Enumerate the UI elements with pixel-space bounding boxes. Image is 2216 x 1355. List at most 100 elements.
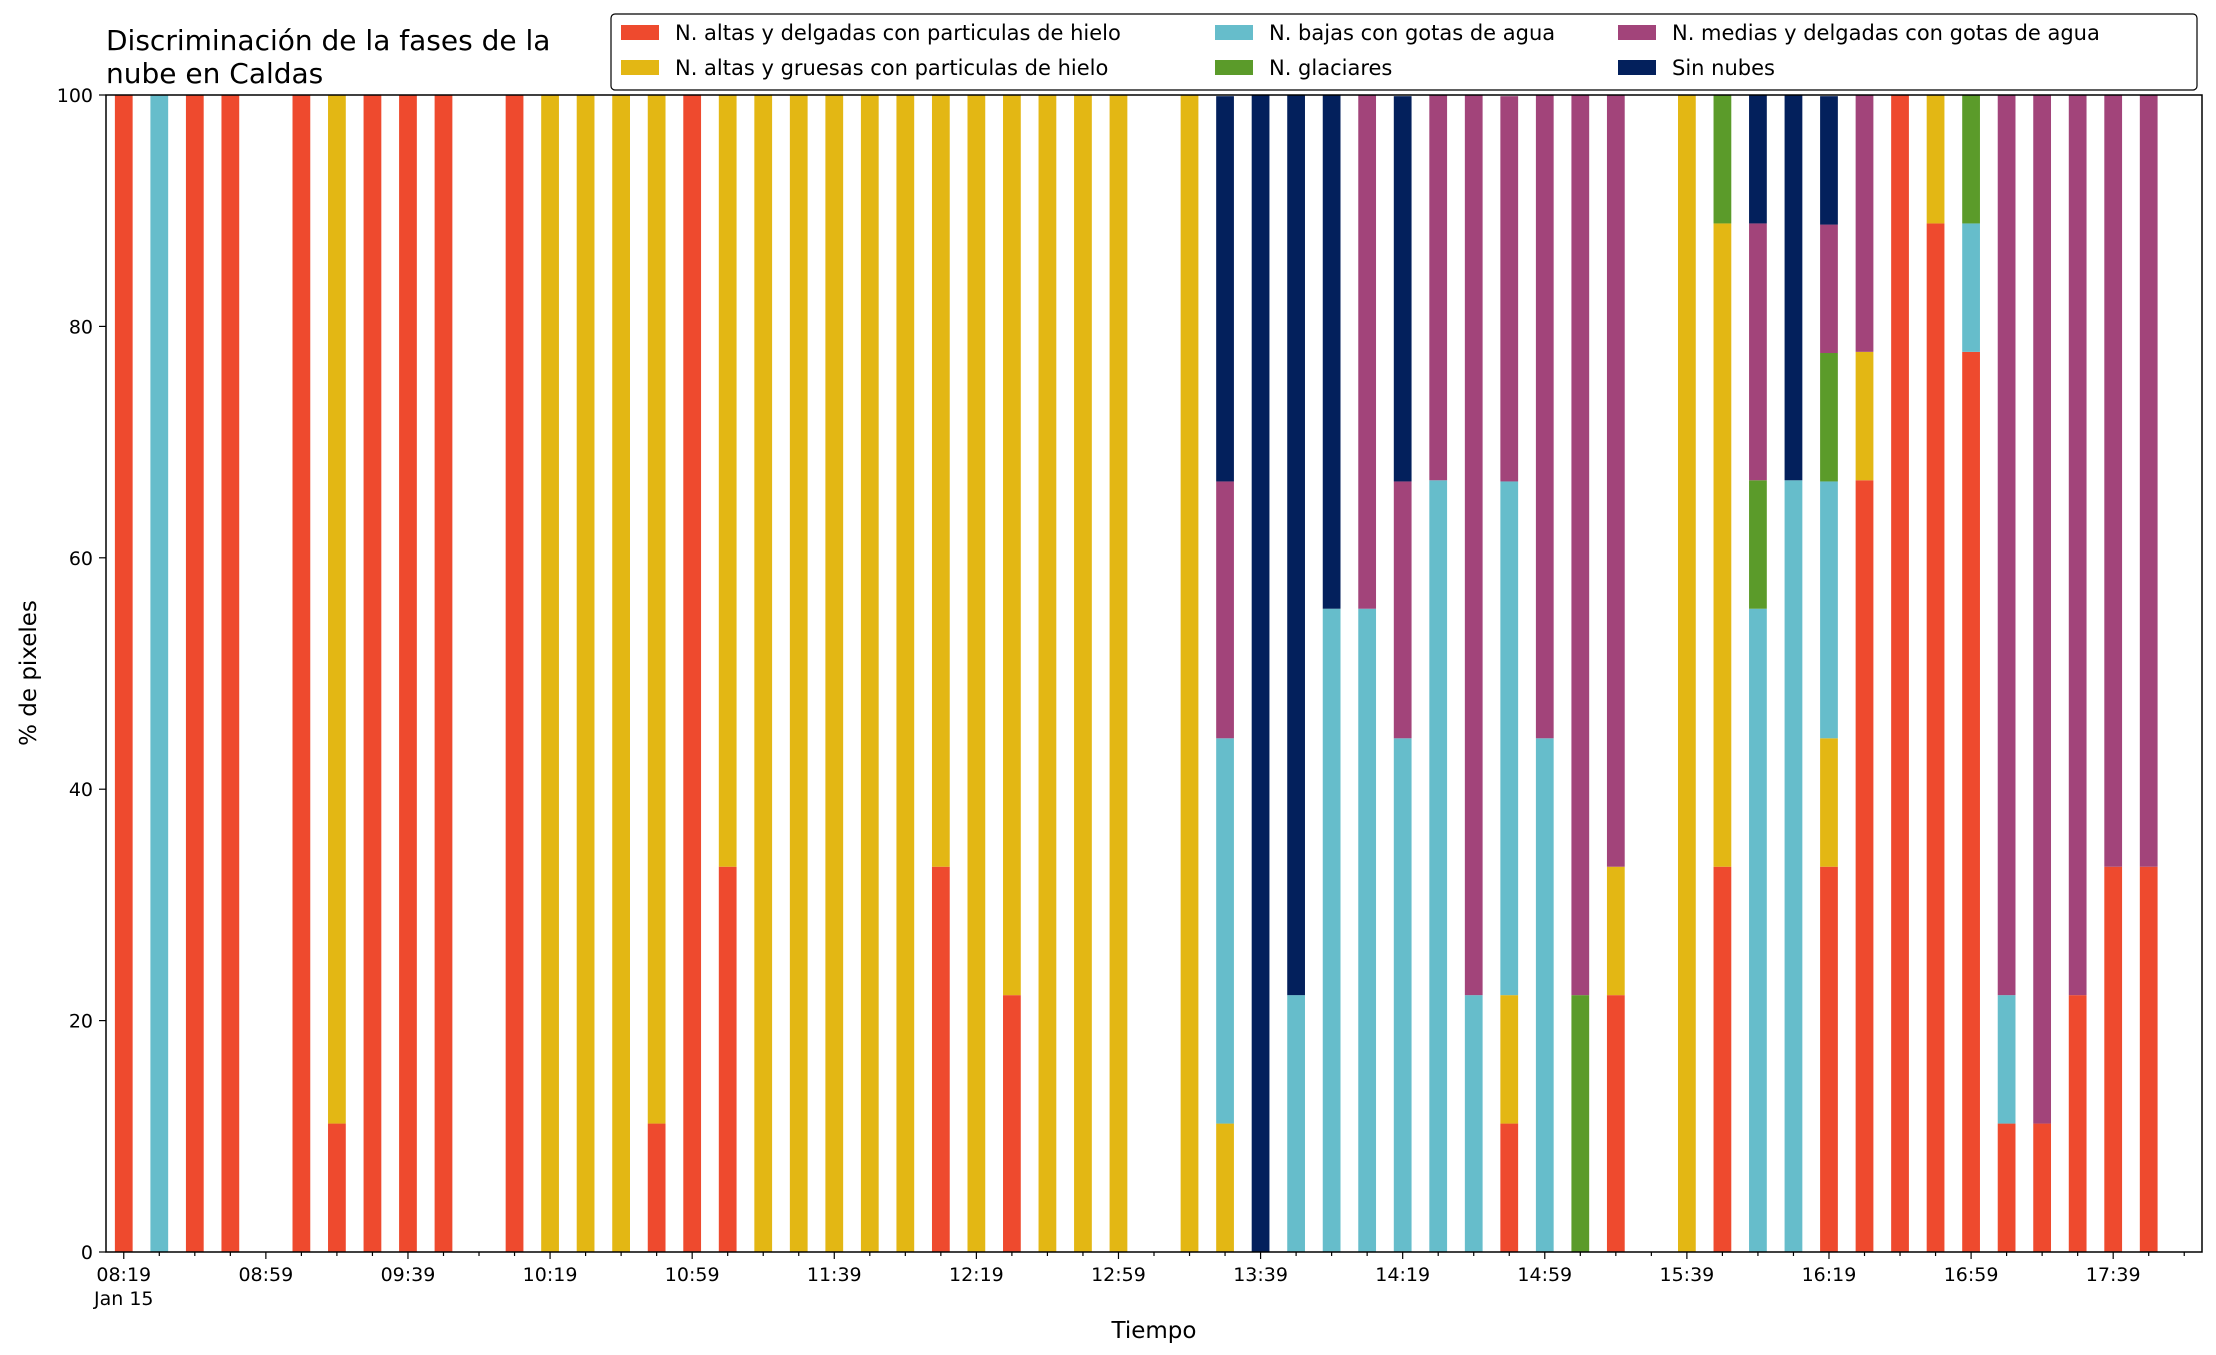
legend-swatch-0 <box>621 25 659 40</box>
bar-segment-41-series-3 <box>1713 95 1732 224</box>
bar-segment-53-series-0 <box>2139 866 2158 1252</box>
x-tick-label: 09:39 <box>381 1264 436 1286</box>
y-axis: 0 20 40 60 80 100 <box>57 85 106 1264</box>
bar-segment-13-series-0 <box>647 1123 666 1252</box>
x-tick-label: 17:39 <box>2086 1264 2141 1286</box>
x-tick-label: 14:19 <box>1375 1264 1430 1286</box>
y-tick-label: 0 <box>81 1242 93 1264</box>
bar-segment-0-series-0 <box>114 95 133 1252</box>
bar-segment-36-series-4 <box>1500 96 1519 482</box>
x-tick-label: 08:19 <box>96 1264 151 1286</box>
x-tick-label: 12:19 <box>949 1264 1004 1286</box>
bar-segment-23-series-0 <box>1003 995 1021 1252</box>
bar-segment-41-series-1 <box>1713 223 1732 867</box>
bar-segment-35-series-4 <box>1464 95 1483 996</box>
bar-segment-1-series-2 <box>150 95 169 1252</box>
bar-segment-39-series-4 <box>1606 95 1625 867</box>
x-axis-label: Tiempo <box>1111 1318 1197 1344</box>
bar-segment-38-series-3 <box>1571 995 1590 1252</box>
bar-segment-3-series-0 <box>221 95 240 1252</box>
legend-swatch-2 <box>1215 25 1253 40</box>
bar-segment-44-series-0 <box>1820 866 1838 1252</box>
bar-segment-44-series-4 <box>1820 224 1838 354</box>
bar-segment-40-series-1 <box>1678 95 1696 1252</box>
bar-segment-23-series-1 <box>1003 95 1021 996</box>
x-tick-label: 16:59 <box>1944 1264 1999 1286</box>
y-tick-label: 60 <box>69 548 93 570</box>
legend-swatch-1 <box>621 60 659 75</box>
bar-segment-2-series-0 <box>185 95 204 1252</box>
bar-segment-42-series-4 <box>1749 223 1767 481</box>
bar-segment-49-series-2 <box>1997 995 2016 1124</box>
bar-segment-44-series-3 <box>1820 353 1838 482</box>
bar-segment-42-series-3 <box>1749 480 1767 609</box>
bar-segment-31-series-5 <box>1322 95 1341 609</box>
bar-segment-13-series-1 <box>647 95 666 1124</box>
x-tick-label: 15:39 <box>1659 1264 1714 1286</box>
legend-label-3: N. glaciares <box>1269 56 1392 80</box>
bar-segment-49-series-0 <box>1997 1123 2016 1252</box>
bar-segment-26-series-1 <box>1109 95 1128 1252</box>
bar-segment-6-series-0 <box>363 95 382 1252</box>
bar-segment-45-series-0 <box>1855 480 1874 1252</box>
bar-segment-30-series-5 <box>1287 95 1305 996</box>
x-tick-label: 14:59 <box>1517 1264 1572 1286</box>
bar-segment-47-series-1 <box>1926 95 1945 224</box>
bar-segment-48-series-2 <box>1962 223 1980 352</box>
legend-box <box>610 13 2198 91</box>
bar-segment-29-series-5 <box>1251 95 1270 1252</box>
bar-segment-46-series-0 <box>1891 95 1909 1252</box>
bar-segment-52-series-4 <box>2104 95 2123 867</box>
legend-label-1: N. altas y gruesas con particulas de hie… <box>675 56 1108 80</box>
bar-segment-42-series-5 <box>1749 95 1767 224</box>
x-tick-label: 11:39 <box>807 1264 862 1286</box>
bar-segment-51-series-0 <box>2068 995 2087 1252</box>
bar-segment-19-series-1 <box>860 95 879 1252</box>
bar-segment-44-series-5 <box>1820 96 1838 225</box>
bar-segment-47-series-0 <box>1926 223 1945 1253</box>
bar-segment-50-series-0 <box>2033 1123 2052 1252</box>
bar-segment-12-series-1 <box>612 95 630 1252</box>
legend: N. altas y delgadas con particulas de hi… <box>610 13 2198 91</box>
bar-segment-50-series-4 <box>2033 95 2052 1124</box>
bar-segment-16-series-1 <box>754 95 773 1252</box>
bar-segment-42-series-2 <box>1749 608 1767 1252</box>
bar-segment-9-series-0 <box>505 95 524 1252</box>
bar-segment-17-series-1 <box>789 95 808 1252</box>
bar-segment-44-series-2 <box>1820 481 1838 739</box>
bar-segment-36-series-2 <box>1500 481 1519 996</box>
bar-segment-33-series-4 <box>1393 481 1412 739</box>
x-axis: 08:19 08:59 09:39 10:19 10:59 11:39 12:19 12:59… <box>93 1252 2185 1310</box>
bar-segment-21-series-0 <box>931 866 950 1252</box>
bar-segment-51-series-4 <box>2068 95 2087 996</box>
bar-segment-36-series-1 <box>1500 995 1519 1124</box>
bar-segment-28-series-2 <box>1216 738 1234 1124</box>
bar-segment-11-series-1 <box>576 95 595 1252</box>
bar-segment-48-series-0 <box>1962 351 1980 1253</box>
bar-segment-30-series-2 <box>1287 995 1305 1252</box>
bar-segment-15-series-1 <box>718 95 737 867</box>
x-tick-label: 16:19 <box>1802 1264 1857 1286</box>
bar-segment-8-series-0 <box>434 95 453 1252</box>
bar-segment-22-series-1 <box>967 95 986 1252</box>
x-tick-label: 10:19 <box>523 1264 578 1286</box>
bars-layer <box>114 95 2158 1253</box>
x-tick-label: 10:59 <box>665 1264 720 1286</box>
bar-segment-4-series-0 <box>292 95 311 1252</box>
bar-segment-44-series-1 <box>1820 738 1838 867</box>
bar-segment-18-series-1 <box>825 95 844 1252</box>
bar-segment-28-series-4 <box>1216 481 1234 739</box>
bar-segment-43-series-5 <box>1784 95 1803 481</box>
bar-segment-21-series-1 <box>931 95 950 867</box>
bar-segment-5-series-1 <box>328 95 346 1124</box>
legend-swatch-5 <box>1618 60 1656 75</box>
bar-segment-25-series-1 <box>1074 95 1092 1252</box>
bar-segment-45-series-1 <box>1855 351 1874 481</box>
bar-segment-49-series-4 <box>1997 95 2016 996</box>
bar-segment-20-series-1 <box>896 95 915 1252</box>
bar-segment-24-series-1 <box>1038 95 1057 1252</box>
bar-segment-28-series-1 <box>1216 1123 1234 1252</box>
bar-segment-28-series-5 <box>1216 96 1234 482</box>
bar-segment-5-series-0 <box>328 1123 346 1252</box>
bar-segment-34-series-2 <box>1429 480 1448 1252</box>
